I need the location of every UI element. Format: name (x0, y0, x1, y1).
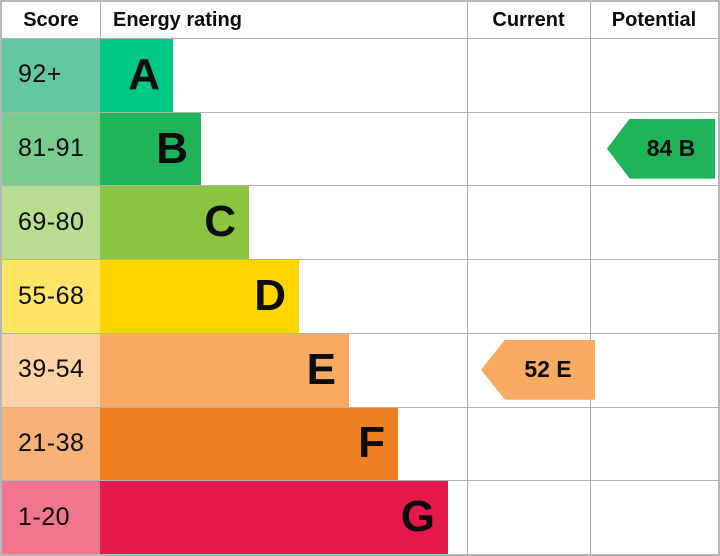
score-range-cell: 1-20 (2, 480, 100, 554)
energy-rating-bar: E (100, 332, 349, 407)
current-rating-arrow: 52 E (481, 339, 595, 400)
header-energy-rating: Energy rating (113, 9, 242, 31)
band-row: 1-20 G (2, 480, 718, 554)
row-separator-line (2, 111, 718, 113)
chart-header: Score Energy rating Current Potential (2, 2, 718, 38)
score-range-cell: 55-68 (2, 259, 100, 333)
band-row: 39-54 E (2, 332, 718, 407)
band-row: 21-38 F (2, 406, 718, 481)
band-row: 81-91 B (2, 111, 718, 186)
row-separator-line (2, 185, 718, 187)
score-range-cell: 81-91 (2, 111, 100, 186)
potential-rating-arrow: 84 B (607, 118, 715, 179)
score-range-cell: 92+ (2, 38, 100, 112)
header-current: Current (492, 9, 565, 31)
band-row: 92+ A (2, 38, 718, 112)
energy-rating-bar: D (100, 259, 299, 333)
row-separator-line (2, 406, 718, 408)
band-row: 69-80 C (2, 185, 718, 260)
band-rows: 92+ A 81-91 B 69-80 C 55-68 D 39-54 E 21… (2, 38, 718, 554)
row-separator-line (2, 38, 718, 39)
score-range-cell: 21-38 (2, 406, 100, 481)
potential-rating-label: 84 B (646, 135, 696, 162)
row-separator-line (2, 332, 718, 334)
score-range-cell: 69-80 (2, 185, 100, 260)
header-score: Score (23, 9, 79, 31)
row-separator-line (2, 480, 718, 482)
header-potential: Potential (611, 9, 697, 31)
energy-rating-bar: G (100, 480, 448, 554)
divider-current-column (467, 2, 468, 554)
energy-rating-bar: C (100, 185, 249, 260)
band-row: 55-68 D (2, 259, 718, 333)
divider-potential-column (590, 2, 591, 554)
current-rating-label: 52 E (524, 356, 572, 383)
row-separator-line (2, 259, 718, 261)
score-range-cell: 39-54 (2, 332, 100, 407)
energy-rating-bar: A (100, 38, 173, 112)
energy-rating-bar: B (100, 111, 201, 186)
energy-rating-bar: F (100, 406, 398, 481)
